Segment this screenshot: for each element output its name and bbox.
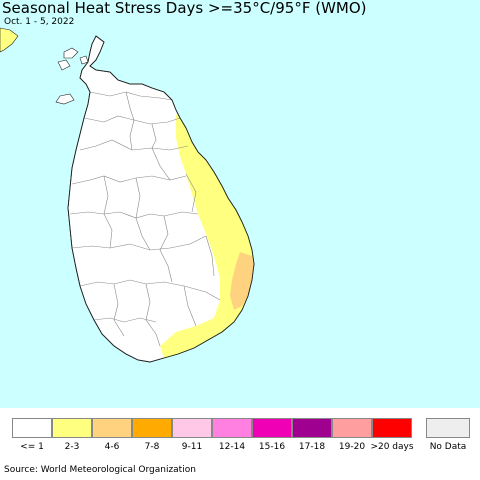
map-subtitle: Oct. 1 - 5, 2022 xyxy=(4,17,75,27)
source-credit: Source: World Meteorological Organizatio… xyxy=(4,465,196,475)
legend-swatch-9 xyxy=(372,418,412,438)
legend-label-7: 17-18 xyxy=(298,442,326,452)
mannar-island xyxy=(55,93,75,105)
legend-label-9: >20 days xyxy=(370,442,414,452)
legend-swatch-5 xyxy=(212,418,252,438)
legend-label-1: 2-3 xyxy=(64,442,80,452)
legend-swatch-1 xyxy=(52,418,92,438)
legend-swatch-10 xyxy=(426,418,470,438)
legend-swatch-6 xyxy=(252,418,292,438)
legend-swatch-2 xyxy=(92,418,132,438)
legend-label-4: 9-11 xyxy=(181,442,203,452)
legend: <= 1 2-3 4-6 7-8 9-11 12-14 15-16 17-18 19-20 >20… xyxy=(0,408,480,458)
legend-swatch-4 xyxy=(172,418,212,438)
legend-swatch-0 xyxy=(12,418,52,438)
district-boundaries xyxy=(69,91,221,347)
jaffna-island-2 xyxy=(57,59,71,71)
legend-label-0: <= 1 xyxy=(20,442,44,452)
legend-label-6: 15-16 xyxy=(258,442,286,452)
jaffna-island-1 xyxy=(63,47,79,59)
sri-lanka-map xyxy=(0,27,255,363)
legend-swatch-7 xyxy=(292,418,332,438)
legend-swatch-3 xyxy=(132,418,172,438)
legend-label-3: 7-8 xyxy=(144,442,160,452)
island-outline xyxy=(67,35,255,363)
legend-label-5: 12-14 xyxy=(218,442,246,452)
legend-label-2: 4-6 xyxy=(104,442,120,452)
india-coast xyxy=(0,27,19,53)
map-area: Seasonal Heat Stress Days >=35°C/95°F (W… xyxy=(0,0,480,408)
legend-swatch-8 xyxy=(332,418,372,438)
legend-label-10: No Data xyxy=(429,442,467,452)
map-title: Seasonal Heat Stress Days >=35°C/95°F (W… xyxy=(2,0,367,17)
legend-label-8: 19-20 xyxy=(338,442,366,452)
